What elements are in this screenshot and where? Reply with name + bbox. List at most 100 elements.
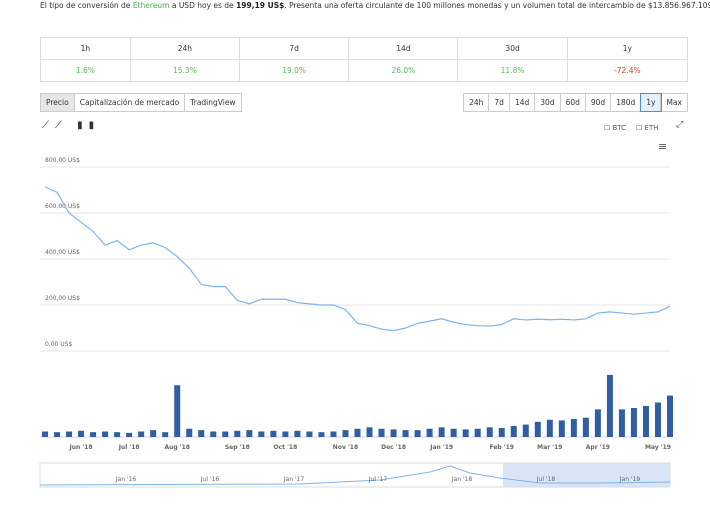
volume-bar [414,430,421,437]
volume-bar [162,432,169,437]
x-tick-label: Aug '18 [164,444,190,451]
volume-bar [462,429,469,437]
volume-bar [510,425,517,437]
change-table: 1h 24h 7d 14d 30d 1y 1.6% 15.3% 19.0% 26.0% 11.8% -… [40,37,689,82]
navigator-label: Jul '16 [200,476,220,483]
ranges: 24h 7d 14d 30d 60d 90d 180d 1y Max [463,93,688,112]
x-tick-label: Sep '18 [225,444,250,451]
tab[interactable]: Precio [41,94,75,111]
range-button[interactable]: 1y [640,93,663,112]
volume-bar [582,417,589,437]
volume-bar [78,430,85,437]
volume-bar [546,419,553,437]
price: 199,19 US$ [236,1,285,10]
intro-text: . Presenta una oferta circulante de 100 … [284,1,710,10]
volume-bar [126,432,133,437]
volume-bar [522,424,529,437]
y-tick-label: 600,00 US$ [45,203,80,210]
volume-bar [114,432,121,437]
volume-bar [102,431,109,437]
navigator-label: Jan '17 [283,476,305,483]
navigator-label: Jan '19 [619,476,641,483]
x-tick-label: Feb '19 [489,444,514,451]
volume-bar [54,432,61,437]
navigator-label: Jan '16 [115,476,137,483]
volume-bar [246,430,253,437]
header-row: 1h 24h 7d 14d 30d 1y [40,37,689,60]
range-button[interactable]: Max [666,98,682,107]
navigator-label: Jul '18 [536,476,556,483]
period: 1y [566,37,689,60]
volume-bar [210,431,217,437]
period: 7d [239,37,350,60]
volume-bar [594,409,601,437]
y-tick-label: 200,00 US$ [45,295,80,302]
toggle[interactable]: ☐ ETH [636,124,659,132]
volume-bar [342,430,349,437]
x-tick-label: Jun '18 [69,444,93,451]
y-tick-label: 0,00 US$ [45,341,72,348]
volume-bar [474,428,481,437]
volume-bar [654,402,661,437]
chart-type-icons[interactable]: ⟋⟋ ▮▮ [42,120,101,131]
x-tick-label: Jan '19 [429,444,453,451]
menu[interactable]: ≡ [658,140,668,153]
volume-bar [174,385,181,437]
volume-bar [222,431,229,437]
volume-bar [186,428,193,437]
x-tick-label: May '19 [645,444,671,451]
value-row: 1.6% 15.3% 19.0% 26.0% 11.8% -72.4% [40,59,689,82]
x-tick-label: Oct '18 [273,444,297,451]
range-button[interactable]: 7d [489,94,510,111]
change: 1.6% [40,59,131,82]
range-button[interactable]: 30d [535,94,561,111]
tab[interactable]: TradingView [190,98,236,107]
y-tick-label: 800,00 US$ [45,157,80,164]
intro: El tipo de conversión de Ethereum a USD … [40,1,710,10]
range-button[interactable]: 14d [510,94,536,111]
volume-bar [90,432,97,437]
volume-bar [318,432,325,437]
volume-bar [570,419,577,437]
toggle[interactable]: ☐ BTC [604,124,627,132]
change: 26.0% [348,59,459,82]
chart: 0,00 US$ 200,00 US$ 400,00 US$ 600,00 US$ 80… [39,157,673,488]
range-button[interactable]: 180d [611,94,642,111]
intro-text: El tipo de conversión de [40,1,133,10]
fullscreen[interactable]: ⤢ [676,120,684,130]
x-tick-label: Nov '18 [333,444,358,451]
navigator-label: Jan '18 [451,476,473,483]
y-tick-label: 400,00 US$ [45,249,80,256]
range-button[interactable]: 90d [586,94,612,111]
tab[interactable]: Capitalización de mercado [75,94,186,111]
coin-link[interactable]: Ethereum [132,1,170,10]
volume-bar [198,430,205,437]
volume-bar [534,421,541,437]
volume-bar [630,408,637,437]
volume-bar [426,428,433,437]
range-button[interactable]: 60d [561,94,586,111]
period: 1h [40,37,131,60]
price-line [44,186,671,332]
volume-bar [486,427,493,437]
volume-bar [306,431,313,437]
period: 30d [457,37,568,60]
period: 24h [129,37,241,60]
volume-bar [498,428,505,437]
volume-bar [282,431,289,437]
x-tick-label: Apr '19 [586,444,610,451]
volume-bar [558,420,565,437]
volume-bar [606,374,613,437]
change: 19.0% [239,59,350,82]
intro-text: a USD hoy es de [169,1,237,10]
volume-bar [450,428,457,437]
volume-bar [618,409,625,437]
volume-bar [390,429,397,437]
x-tick-label: Jul '18 [118,444,140,451]
navigator-label: Jul '17 [368,476,388,483]
volume-bar [667,395,673,437]
x-tick-label: Dec '18 [381,444,406,451]
range-button[interactable]: 24h [464,94,490,111]
change: 11.8% [457,59,568,82]
